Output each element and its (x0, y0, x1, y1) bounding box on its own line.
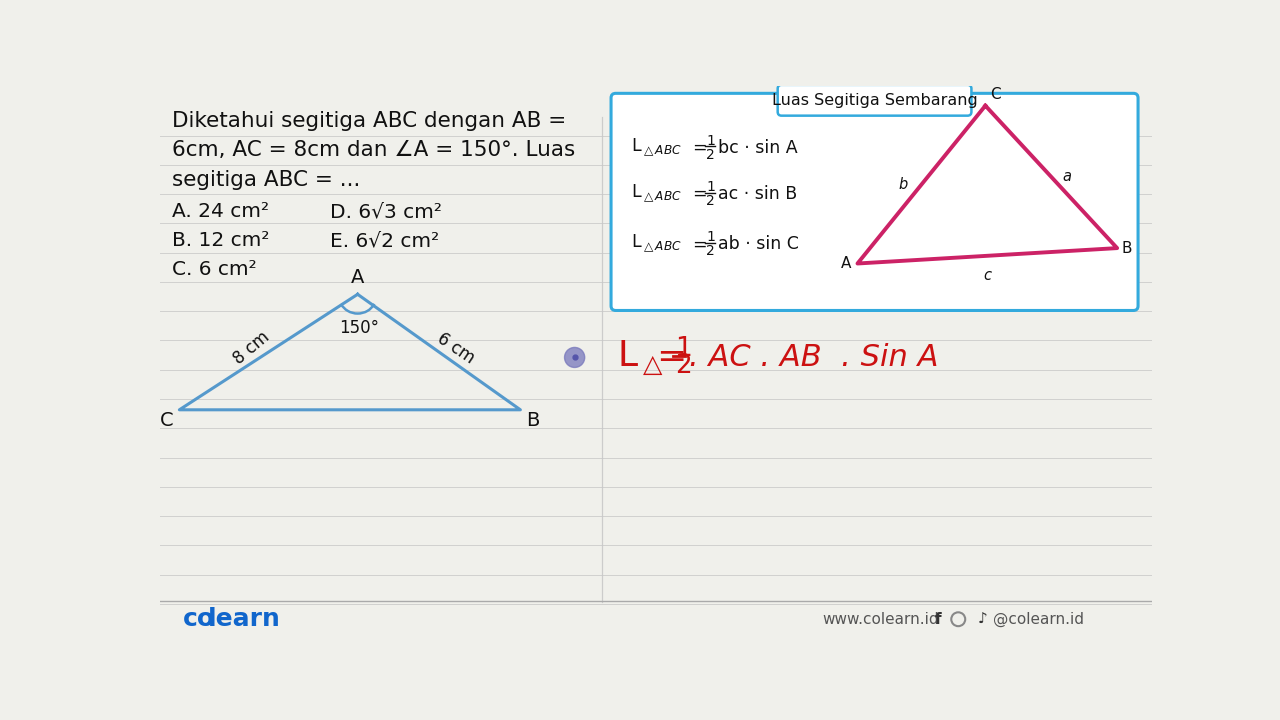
Text: 2: 2 (707, 244, 716, 258)
Text: E. 6√2 cm²: E. 6√2 cm² (330, 231, 439, 250)
Text: 150°: 150° (339, 319, 379, 337)
Text: f: f (934, 612, 942, 626)
Text: co: co (183, 607, 215, 631)
Text: b: b (899, 177, 908, 192)
Text: a: a (1062, 169, 1071, 184)
Text: 2: 2 (676, 353, 692, 379)
Text: @colearn.id: @colearn.id (993, 611, 1084, 627)
Text: 1: 1 (707, 134, 716, 148)
Text: 2: 2 (707, 194, 716, 208)
Text: ac · sin B: ac · sin B (718, 185, 797, 203)
Text: Diketahui segitiga ABC dengan AB =: Diketahui segitiga ABC dengan AB = (172, 111, 566, 131)
Text: B. 12 cm²: B. 12 cm² (172, 231, 269, 250)
Text: C: C (160, 411, 173, 431)
Text: A: A (841, 256, 851, 271)
Text: =: = (657, 341, 686, 374)
Text: 6cm, AC = 8cm dan ∠A = 150°. Luas: 6cm, AC = 8cm dan ∠A = 150°. Luas (172, 140, 575, 161)
Circle shape (564, 348, 585, 367)
Text: learn: learn (209, 607, 280, 631)
Text: A. 24 cm²: A. 24 cm² (172, 202, 269, 221)
Text: 1: 1 (707, 230, 716, 244)
Text: 6 cm: 6 cm (434, 329, 479, 367)
Text: 8 cm: 8 cm (230, 328, 273, 369)
Text: =: = (691, 139, 707, 157)
Text: 1: 1 (707, 180, 716, 194)
Text: segitiga ABC = ...: segitiga ABC = ... (172, 169, 360, 189)
Text: ab · sin C: ab · sin C (718, 235, 799, 253)
Text: c: c (983, 268, 991, 283)
Text: C: C (989, 87, 1001, 102)
Text: ♪: ♪ (978, 612, 987, 626)
FancyBboxPatch shape (778, 85, 972, 116)
FancyBboxPatch shape (611, 94, 1138, 310)
Text: C. 6 cm²: C. 6 cm² (172, 261, 256, 279)
Text: Luas Segitiga Sembarang: Luas Segitiga Sembarang (772, 93, 978, 108)
Text: A: A (351, 268, 365, 287)
Text: L$_\triangle$: L$_\triangle$ (617, 338, 664, 377)
Text: =: = (691, 235, 707, 253)
Text: L$_{\triangle ABC}$: L$_{\triangle ABC}$ (631, 233, 682, 256)
Text: www.colearn.id: www.colearn.id (823, 612, 940, 626)
Text: B: B (1121, 240, 1133, 256)
Text: 1: 1 (676, 336, 692, 362)
Text: bc · sin A: bc · sin A (718, 139, 797, 157)
Text: 2: 2 (707, 148, 716, 162)
Text: L$_{\triangle ABC}$: L$_{\triangle ABC}$ (631, 137, 682, 159)
Text: =: = (691, 185, 707, 203)
Text: L$_{\triangle ABC}$: L$_{\triangle ABC}$ (631, 183, 682, 205)
Text: B: B (526, 411, 540, 431)
Text: D. 6√3 cm²: D. 6√3 cm² (330, 202, 443, 221)
Text: . AC . AB  . Sin A: . AC . AB . Sin A (689, 343, 938, 372)
